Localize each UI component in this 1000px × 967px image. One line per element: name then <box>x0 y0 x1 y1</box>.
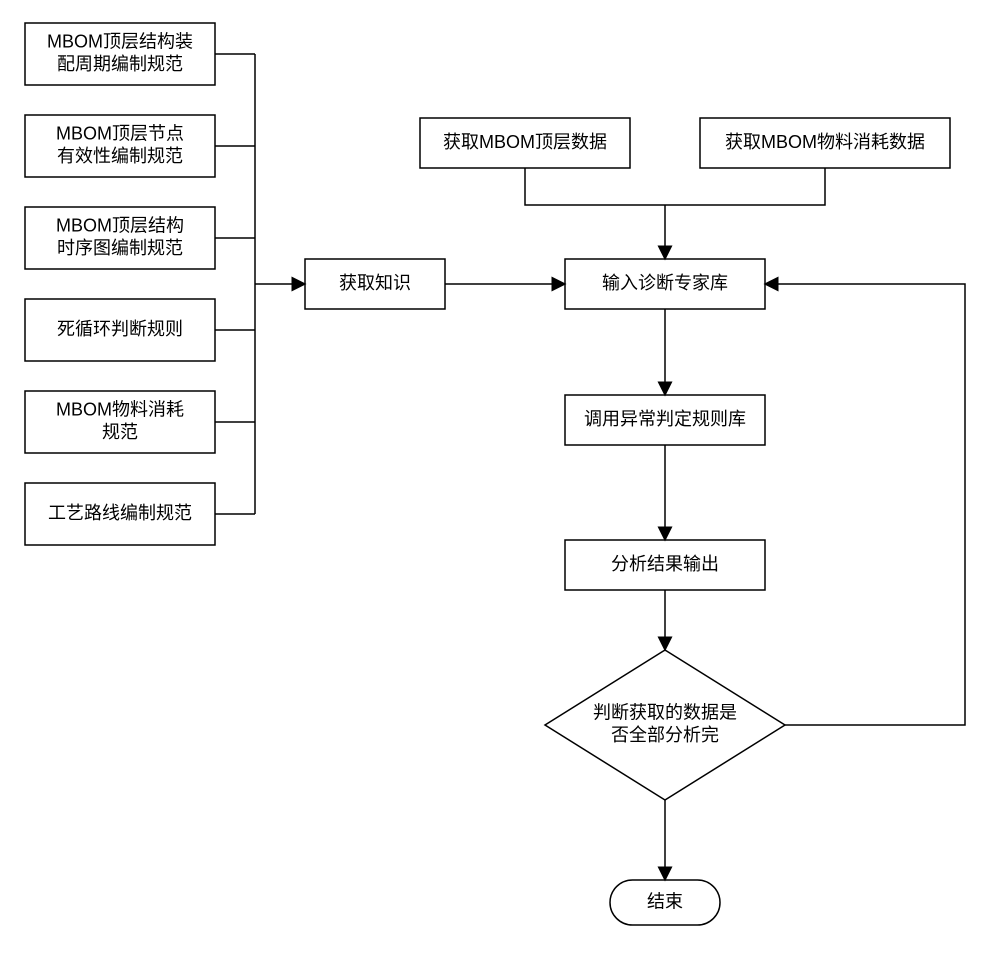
edge-3 <box>525 168 825 205</box>
node-expert: 输入诊断专家库 <box>565 259 765 309</box>
node-end: 结束 <box>610 880 720 925</box>
edge-0 <box>215 54 255 514</box>
svg-text:获取MBOM物料消耗数据: 获取MBOM物料消耗数据 <box>725 132 925 152</box>
edge-9 <box>765 284 965 725</box>
svg-text:获取知识: 获取知识 <box>339 273 411 293</box>
svg-text:否全部分析完: 否全部分析完 <box>611 725 719 745</box>
node-rules: 调用异常判定规则库 <box>565 395 765 445</box>
svg-text:MBOM顶层结构: MBOM顶层结构 <box>56 216 184 236</box>
svg-text:输入诊断专家库: 输入诊断专家库 <box>602 273 728 293</box>
svg-text:调用异常判定规则库: 调用异常判定规则库 <box>584 409 746 429</box>
node-getKnowledge: 获取知识 <box>305 259 445 309</box>
svg-text:时序图编制规范: 时序图编制规范 <box>57 238 183 258</box>
node-left0: MBOM顶层结构装配周期编制规范 <box>25 23 215 85</box>
node-left3: 死循环判断规则 <box>25 299 215 361</box>
svg-text:获取MBOM顶层数据: 获取MBOM顶层数据 <box>443 132 607 152</box>
node-left4: MBOM物料消耗规范 <box>25 391 215 453</box>
svg-text:分析结果输出: 分析结果输出 <box>611 554 719 574</box>
node-left1: MBOM顶层节点有效性编制规范 <box>25 115 215 177</box>
svg-text:有效性编制规范: 有效性编制规范 <box>57 146 183 166</box>
node-topB: 获取MBOM物料消耗数据 <box>700 118 950 168</box>
svg-text:工艺路线编制规范: 工艺路线编制规范 <box>48 503 192 523</box>
svg-text:判断获取的数据是: 判断获取的数据是 <box>593 703 737 723</box>
node-topA: 获取MBOM顶层数据 <box>420 118 630 168</box>
node-output: 分析结果输出 <box>565 540 765 590</box>
svg-text:死循环判断规则: 死循环判断规则 <box>57 319 183 339</box>
svg-text:MBOM顶层结构装: MBOM顶层结构装 <box>47 32 193 52</box>
node-decision: 判断获取的数据是否全部分析完 <box>545 650 785 800</box>
node-left2: MBOM顶层结构时序图编制规范 <box>25 207 215 269</box>
svg-text:配周期编制规范: 配周期编制规范 <box>57 54 183 74</box>
svg-text:结束: 结束 <box>647 891 683 911</box>
svg-text:MBOM顶层节点: MBOM顶层节点 <box>56 124 184 144</box>
node-left5: 工艺路线编制规范 <box>25 483 215 545</box>
svg-text:规范: 规范 <box>102 422 138 442</box>
svg-text:MBOM物料消耗: MBOM物料消耗 <box>56 400 184 420</box>
